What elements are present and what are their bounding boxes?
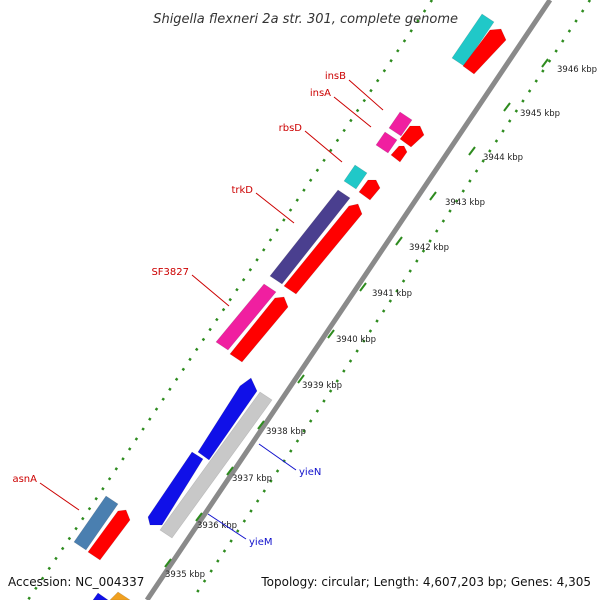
- tick-mark: [327, 329, 335, 339]
- tick-mark: [359, 282, 367, 292]
- gene-label-trkD[interactable]: trkD: [231, 185, 253, 196]
- tick-group: [164, 58, 549, 568]
- gene-block-bottom-orange[interactable]: [109, 591, 131, 600]
- tick-label: 3935 kbp: [165, 570, 205, 580]
- gene-label-yieN[interactable]: yieN: [299, 467, 321, 478]
- gene-label-rbsD[interactable]: rbsD: [279, 123, 303, 134]
- tick-mark: [257, 420, 265, 430]
- tick-label: 3940 kbp: [336, 335, 376, 345]
- tick-label: 3942 kbp: [409, 243, 449, 253]
- gene-block-cyan-top[interactable]: [451, 13, 495, 67]
- tick-mark: [226, 466, 234, 476]
- tick-mark: [164, 558, 172, 568]
- tick-label: 3936 kbp: [197, 521, 237, 531]
- leader-trkD: [255, 192, 295, 224]
- map-title: Shigella flexneri 2a str. 301, complete …: [153, 12, 458, 27]
- cds-arrow-insA[interactable]: [390, 145, 408, 163]
- outer-dotted-ring: [26, 0, 434, 600]
- tick-mark: [297, 374, 305, 384]
- gene-block-rbsD[interactable]: [343, 164, 368, 190]
- tick-label: 3945 kbp: [520, 109, 560, 119]
- tick-label: 3944 kbp: [483, 153, 523, 163]
- tick-mark: [503, 102, 511, 112]
- leader-yieN: [258, 443, 297, 471]
- tick-label: 3938 kbp: [266, 427, 306, 437]
- tick-mark: [429, 191, 437, 201]
- gene-block-yieM-blue[interactable]: [147, 451, 204, 526]
- gene-label-asnA[interactable]: asnA: [12, 474, 37, 485]
- genome-summary-text: Topology: circular; Length: 4,607,203 bp…: [260, 575, 591, 589]
- leader-insA: [333, 96, 372, 128]
- genome-backbone: [144, 0, 553, 600]
- cds-arrow-asnA[interactable]: [87, 509, 131, 561]
- leader-yieM: [207, 513, 247, 540]
- accession-text: Accession: NC_004337: [8, 575, 144, 589]
- gene-block-insB[interactable]: [388, 111, 413, 137]
- gene-block-yie-silver[interactable]: [159, 391, 273, 539]
- leader-rbsD: [304, 130, 343, 163]
- gene-block-SF3827[interactable]: [215, 283, 277, 351]
- cds-arrow-rbsD[interactable]: [358, 179, 381, 201]
- gene-block-insA[interactable]: [375, 131, 398, 154]
- cds-arrow-trkD[interactable]: [283, 203, 363, 295]
- tick-mark: [541, 58, 549, 68]
- inner-feature-track: [92, 377, 273, 600]
- inner-dotted-ring: [190, 0, 592, 600]
- gene-block-bottom-blue[interactable]: [92, 592, 109, 600]
- leader-insB: [348, 79, 384, 111]
- tick-mark: [468, 146, 476, 156]
- leader-asnA: [39, 482, 80, 511]
- cds-track: [87, 28, 507, 561]
- gene-label-insA[interactable]: insA: [310, 88, 331, 99]
- tick-label: 3941 kbp: [372, 289, 412, 299]
- tick-label: 3937 kbp: [232, 474, 272, 484]
- gene-block-asnA[interactable]: [73, 495, 119, 551]
- gene-block-yieN-blue[interactable]: [197, 377, 258, 461]
- leader-SF3827: [191, 274, 230, 307]
- cds-arrow-SF3827[interactable]: [229, 296, 289, 363]
- tick-label: 3939 kbp: [302, 381, 342, 391]
- cds-arrow-top[interactable]: [462, 28, 507, 75]
- gene-labels: insB insA rbsD trkD SF3827 asnA yieN yie…: [12, 71, 346, 548]
- tick-labels: 3935 kbp 3936 kbp 3937 kbp 3938 kbp 3939…: [165, 65, 597, 580]
- outer-feature-track: [73, 13, 495, 551]
- tick-label: 3946 kbp: [557, 65, 597, 75]
- tick-label: 3943 kbp: [445, 198, 485, 208]
- cds-arrow-insB[interactable]: [399, 125, 425, 148]
- leader-lines: [39, 79, 384, 540]
- tick-mark: [395, 236, 403, 246]
- gene-label-insB[interactable]: insB: [325, 71, 346, 82]
- gene-label-yieM[interactable]: yieM: [249, 537, 272, 548]
- gene-label-SF3827[interactable]: SF3827: [151, 267, 189, 278]
- gene-block-trkD[interactable]: [269, 189, 351, 285]
- tick-mark: [195, 512, 203, 522]
